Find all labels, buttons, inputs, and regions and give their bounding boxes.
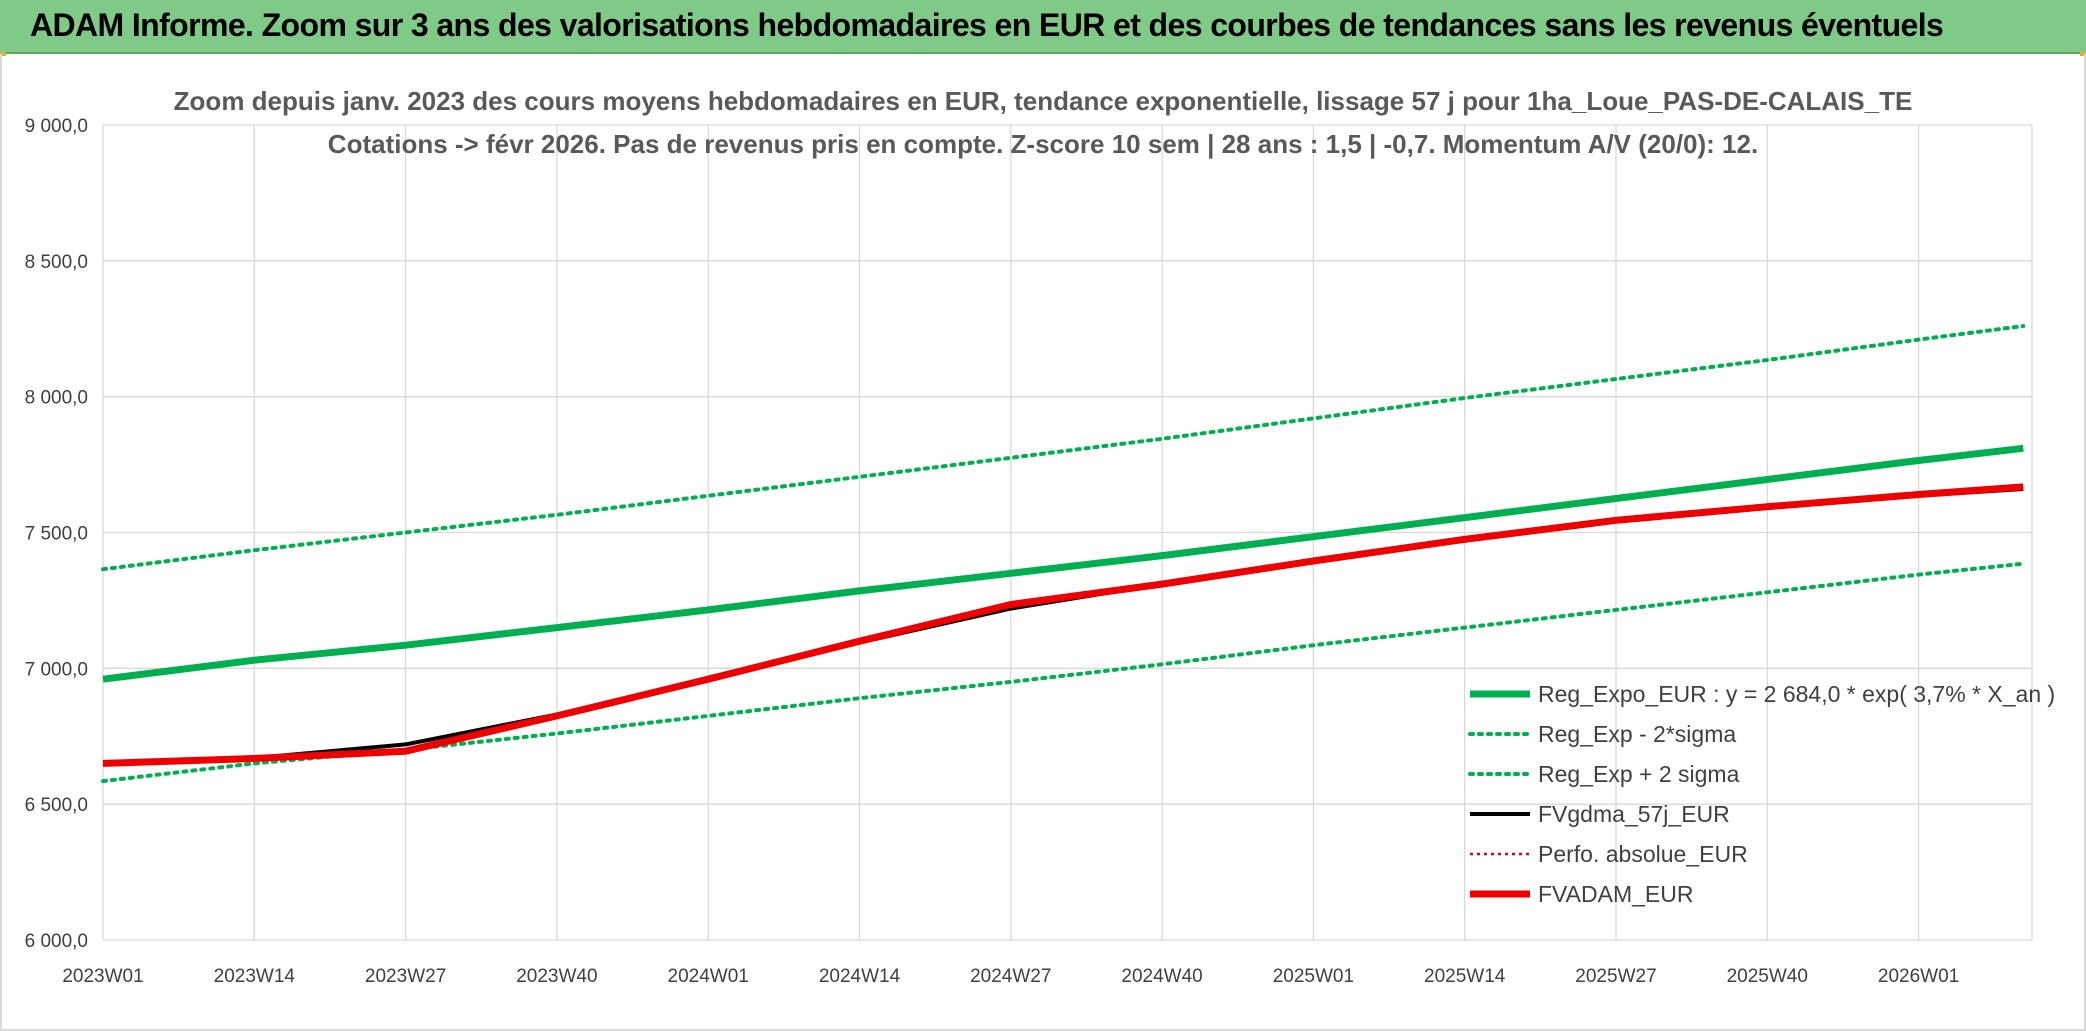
x-tick-label: 2023W14 [214,966,296,987]
x-tick-label: 2024W27 [970,966,1051,987]
y-tick-label: 7 000,0 [25,659,88,680]
x-tick-label: 2024W01 [668,966,749,987]
legend-label: FVADAM_EUR [1538,881,1694,907]
legend-label: Reg_Expo_EUR : y = 2 684,0 * exp( 3,7% *… [1538,681,2055,707]
report-banner: ADAM Informe. Zoom sur 3 ans des valoris… [0,0,2086,54]
y-tick-label: 7 500,0 [25,524,88,545]
series-layer [101,324,2026,784]
x-tick-label: 2026W01 [1878,966,1959,987]
legend-label: Perfo. absolue_EUR [1538,841,1748,867]
chart-frame [0,54,2086,1031]
y-tick-label: 8 500,0 [25,252,88,273]
x-tick-label: 2023W01 [62,966,143,987]
banner-corner-right [2080,52,2086,56]
y-tick-label: 9 000,0 [25,116,88,137]
x-tick-label: 2025W27 [1575,966,1656,987]
chart-title: Zoom depuis janv. 2023 des cours moyens … [174,86,1913,116]
x-tick-label: 2023W40 [516,966,597,987]
x-tick-label: 2024W40 [1121,966,1202,987]
x-tick-label: 2025W01 [1273,966,1354,987]
series-line-2 [101,324,2026,572]
y-tick-label: 6 000,0 [25,931,88,952]
chart-subtitle: Cotations -> févr 2026. Pas de revenus p… [328,129,1758,159]
x-tick-label: 2023W27 [365,966,446,987]
series-line-0 [102,444,2024,683]
x-tick-label: 2024W14 [819,966,901,987]
legend-label: FVgdma_57j_EUR [1538,801,1730,827]
y-tick-label: 8 000,0 [25,388,88,409]
series-line-1 [101,561,2026,784]
y-axis-ticks: 6 000,0 6 500,0 7 000,0 7 500,0 8 000,0 8 500… [25,116,88,952]
legend: Reg_Expo_EUR : y = 2 684,0 * exp( 3,7% *… [1468,681,2055,907]
x-tick-label: 2025W40 [1727,966,1808,987]
legend-label: Reg_Exp + 2 sigma [1538,761,1740,787]
x-axis-ticks: 2023W01 2023W14 2023W27 2023W40 2024W01 2024W… [62,966,1959,987]
report-title: ADAM Informe. Zoom sur 3 ans des valoris… [30,7,1944,43]
banner-corner-left [0,52,6,56]
series-line-5 [102,483,2024,767]
y-tick-label: 6 500,0 [25,795,88,816]
legend-label: Reg_Exp - 2*sigma [1538,721,1736,747]
x-tick-label: 2025W14 [1424,966,1506,987]
